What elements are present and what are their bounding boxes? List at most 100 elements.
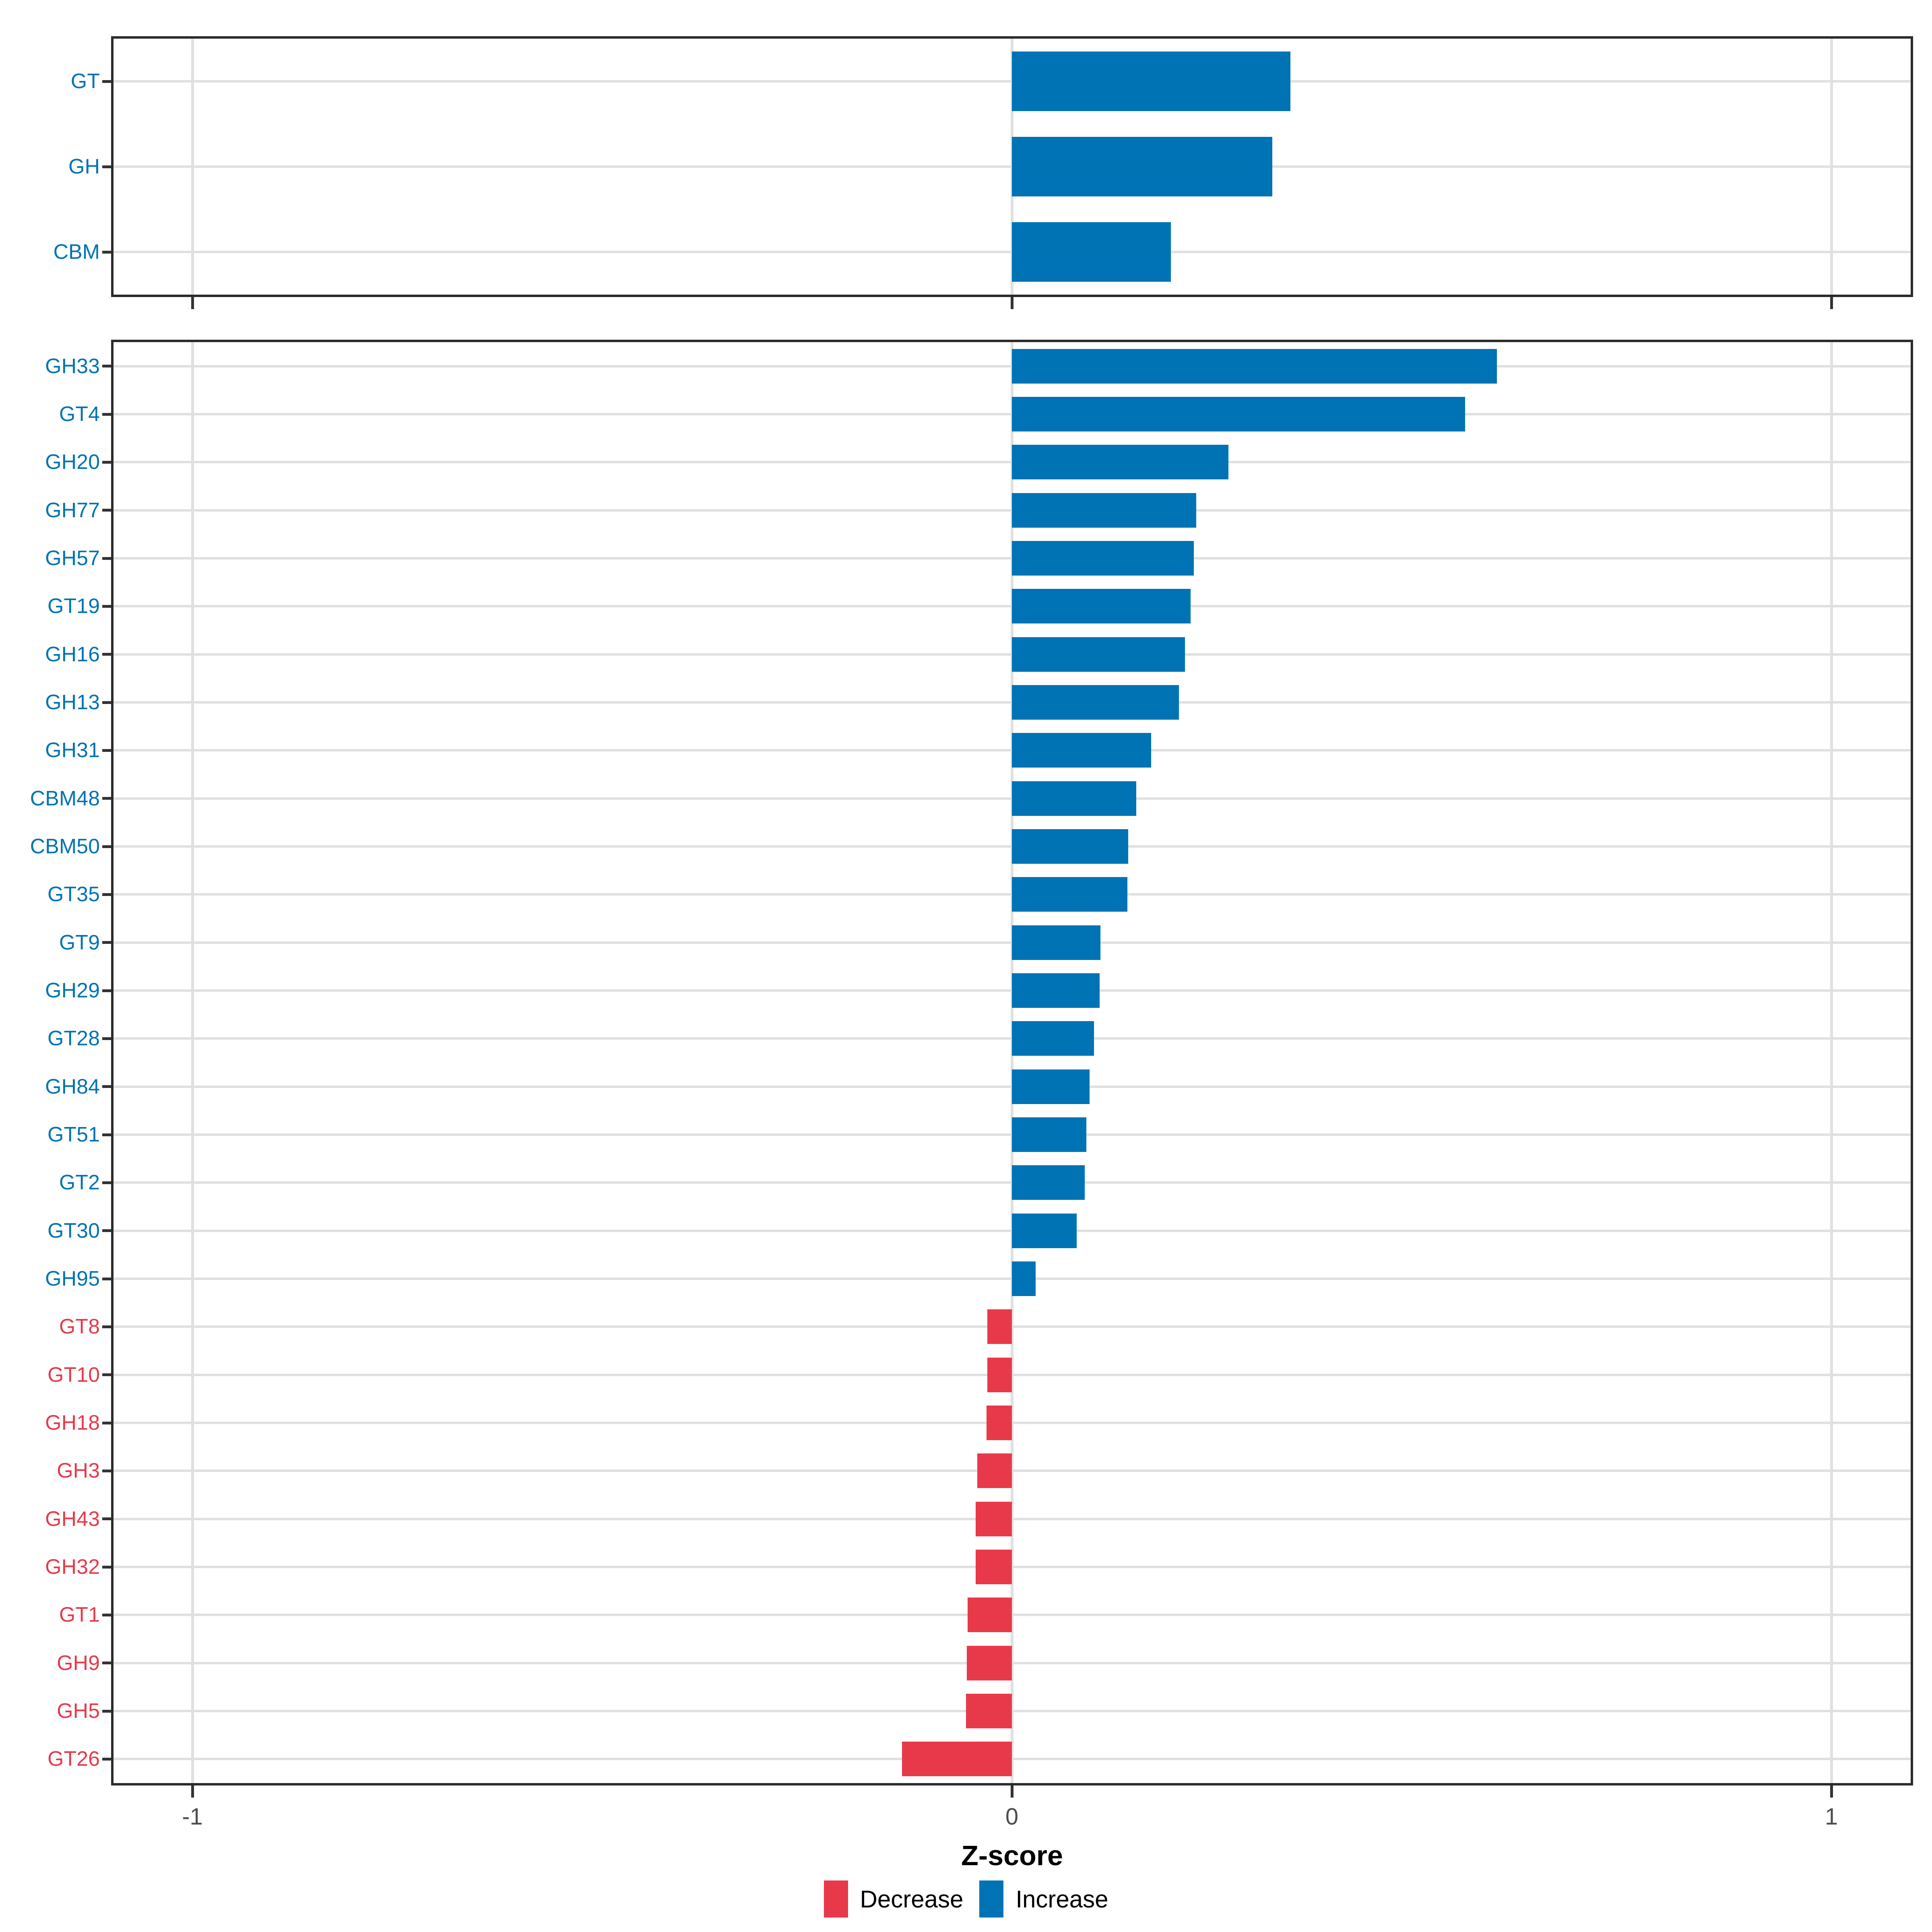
category-tick	[102, 1709, 111, 1713]
bar-GH13	[1012, 685, 1179, 720]
category-label-GH20: GH20	[45, 450, 100, 474]
gridline-row	[114, 1614, 1911, 1616]
category-label-GT1: GT1	[59, 1603, 100, 1627]
category-tick	[102, 1181, 111, 1184]
bar-CBM50	[1012, 829, 1129, 864]
category-tick	[102, 1133, 111, 1136]
category-label-CBM50: CBM50	[30, 835, 100, 858]
category-tick	[102, 605, 111, 608]
category-tick	[102, 845, 111, 848]
bar-GH84	[1012, 1069, 1090, 1104]
category-label-GT35: GT35	[47, 883, 100, 906]
category-label-GH3: GH3	[57, 1459, 100, 1483]
gridline-x--1	[191, 342, 194, 1783]
x-axis-tick-0	[1010, 1785, 1013, 1798]
gridline-row	[114, 1470, 1911, 1472]
bar-GH77	[1012, 493, 1197, 528]
category-tick	[102, 365, 111, 368]
bar-GH31	[1012, 733, 1152, 768]
category-label-GH43: GH43	[45, 1507, 100, 1531]
bar-GT35	[1012, 877, 1128, 912]
category-label-GT51: GT51	[47, 1123, 100, 1146]
bar-GH95	[1012, 1261, 1036, 1296]
x-tick-label-0: 0	[1005, 1804, 1019, 1830]
bar-GH57	[1012, 541, 1194, 576]
category-label-GH18: GH18	[45, 1411, 100, 1435]
x-axis-title: Z-score	[961, 1840, 1063, 1871]
x-axis-tick--1	[191, 1785, 194, 1798]
category-tick	[102, 1613, 111, 1616]
bar-GH16	[1012, 637, 1185, 672]
x-axis-tick-0	[1010, 297, 1013, 309]
category-label-GH95: GH95	[45, 1267, 100, 1290]
bar-GH32	[976, 1550, 1012, 1584]
bar-GT8	[987, 1309, 1012, 1344]
category-label-GH16: GH16	[45, 642, 100, 666]
category-tick	[102, 701, 111, 704]
category-tick	[102, 893, 111, 896]
category-tick	[102, 941, 111, 944]
legend-item-increase: Increase	[979, 1880, 1108, 1918]
category-label-CBM: CBM	[53, 240, 100, 264]
category-label-GT10: GT10	[47, 1363, 100, 1387]
category-label-GH9: GH9	[57, 1651, 100, 1675]
gridline-row	[114, 1662, 1911, 1664]
bar-GH9	[967, 1645, 1012, 1680]
category-label-GH57: GH57	[45, 547, 100, 570]
category-label-GT: GT	[70, 70, 100, 93]
legend-item-decrease: Decrease	[824, 1880, 963, 1918]
category-tick	[102, 1757, 111, 1761]
category-tick	[102, 1421, 111, 1424]
category-tick	[102, 557, 111, 560]
gridline-row	[114, 1517, 1911, 1520]
panel-family-level	[111, 340, 1913, 1785]
category-tick	[102, 1662, 111, 1665]
category-label-GT9: GT9	[59, 931, 100, 954]
category-tick	[102, 165, 111, 168]
category-label-GT26: GT26	[47, 1747, 100, 1771]
legend-label-increase: Increase	[1016, 1885, 1108, 1913]
bar-GT1	[968, 1598, 1012, 1633]
category-label-GH5: GH5	[57, 1699, 100, 1723]
category-label-GT8: GT8	[59, 1315, 100, 1339]
bar-GH33	[1012, 349, 1497, 384]
category-tick	[102, 1565, 111, 1569]
category-label-GT19: GT19	[47, 594, 100, 618]
category-label-CBM48: CBM48	[30, 786, 100, 810]
bar-GH18	[986, 1406, 1012, 1440]
category-tick	[102, 797, 111, 800]
bar-GH43	[976, 1501, 1012, 1536]
category-label-GT30: GT30	[47, 1219, 100, 1243]
category-tick	[102, 1037, 111, 1040]
category-tick	[102, 413, 111, 416]
decrease-swatch-icon	[824, 1880, 848, 1918]
category-label-GH31: GH31	[45, 739, 100, 762]
legend: Decrease Increase	[0, 1880, 1932, 1918]
category-label-GH29: GH29	[45, 979, 100, 1002]
category-label-GT2: GT2	[59, 1171, 100, 1195]
x-tick-label-1: 1	[1825, 1804, 1838, 1830]
bar-GH20	[1012, 445, 1228, 480]
increase-swatch-icon	[979, 1880, 1004, 1918]
category-tick	[102, 509, 111, 512]
category-tick	[102, 989, 111, 992]
gridline-row	[114, 1325, 1911, 1328]
category-tick	[102, 653, 111, 656]
bar-GT51	[1012, 1117, 1087, 1152]
bar-GT19	[1012, 589, 1191, 624]
gridline-row	[114, 1422, 1911, 1424]
category-tick	[102, 250, 111, 254]
category-label-GH: GH	[68, 155, 100, 178]
bar-GH	[1012, 137, 1273, 196]
gridline-x-1	[1830, 342, 1833, 1783]
panel-class-level	[111, 36, 1913, 297]
gridline-row	[114, 1758, 1911, 1761]
category-tick	[102, 460, 111, 464]
bar-GT26	[902, 1742, 1012, 1777]
bar-GT4	[1012, 397, 1465, 431]
category-tick	[102, 1373, 111, 1377]
bar-GT9	[1012, 925, 1100, 960]
bar-GT28	[1012, 1021, 1094, 1056]
bar-GT2	[1012, 1165, 1085, 1200]
category-tick	[102, 1277, 111, 1280]
